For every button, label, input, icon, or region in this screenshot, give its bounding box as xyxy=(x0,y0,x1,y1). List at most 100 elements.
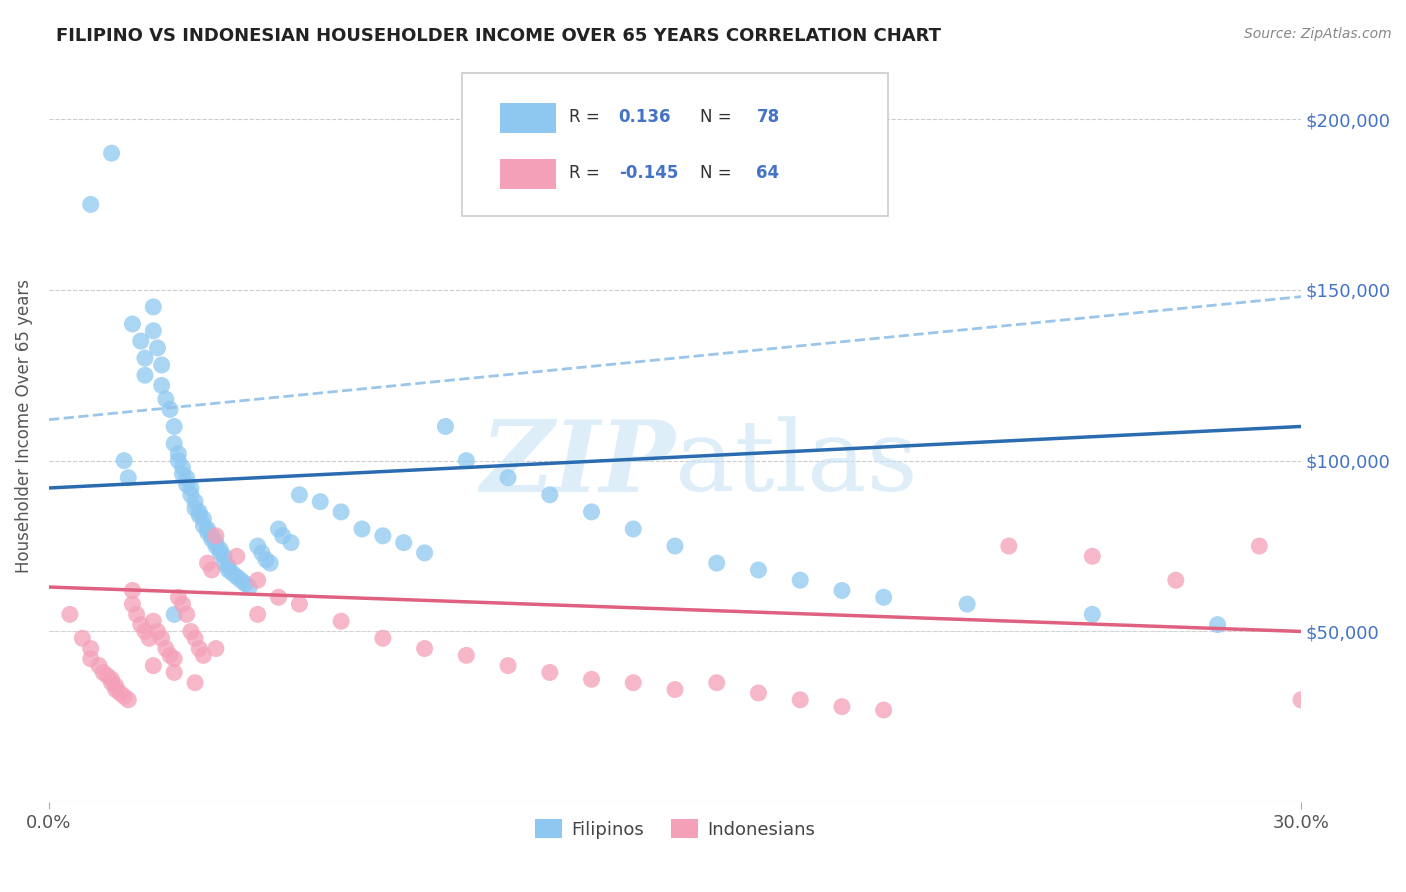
Point xyxy=(456,453,478,467)
Point xyxy=(125,607,148,622)
Point xyxy=(1206,617,1229,632)
Point xyxy=(184,632,207,646)
Point xyxy=(100,675,122,690)
Point xyxy=(176,607,198,622)
Point xyxy=(163,652,186,666)
Point xyxy=(163,419,186,434)
Point xyxy=(80,641,103,656)
Point xyxy=(621,675,644,690)
Point xyxy=(271,529,294,543)
Point xyxy=(91,665,114,680)
Point xyxy=(146,341,169,355)
Text: atlas: atlas xyxy=(675,417,918,512)
Point xyxy=(998,539,1021,553)
Point xyxy=(621,522,644,536)
Point xyxy=(246,539,269,553)
Point xyxy=(104,682,127,697)
Text: R =: R = xyxy=(568,108,605,126)
Point xyxy=(214,549,236,564)
Point xyxy=(72,632,94,646)
Point xyxy=(205,641,228,656)
Point xyxy=(201,532,224,546)
Point xyxy=(96,669,118,683)
Text: R =: R = xyxy=(568,164,605,182)
Point xyxy=(371,529,394,543)
Text: N =: N = xyxy=(700,164,737,182)
Point xyxy=(134,368,156,383)
Point xyxy=(246,573,269,587)
Point xyxy=(176,471,198,485)
Point xyxy=(789,693,811,707)
Point xyxy=(371,632,394,646)
Point xyxy=(496,658,519,673)
Point xyxy=(180,481,202,495)
Point xyxy=(163,665,186,680)
Point xyxy=(155,392,177,406)
Point xyxy=(221,566,243,581)
Point xyxy=(117,471,139,485)
Point xyxy=(197,525,219,540)
Point xyxy=(172,597,194,611)
Point xyxy=(205,539,228,553)
Point xyxy=(205,529,228,543)
Point xyxy=(155,641,177,656)
Point xyxy=(172,467,194,482)
Point xyxy=(205,535,228,549)
Point xyxy=(288,597,311,611)
Point xyxy=(87,658,110,673)
Point xyxy=(217,563,239,577)
Point xyxy=(134,624,156,639)
Point xyxy=(538,488,561,502)
Bar xyxy=(499,103,555,133)
Point xyxy=(193,518,215,533)
Point xyxy=(104,679,127,693)
Point xyxy=(259,556,281,570)
Point xyxy=(134,351,156,366)
Point xyxy=(159,648,181,663)
Point xyxy=(225,549,247,564)
Point xyxy=(1249,539,1271,553)
Point xyxy=(197,556,219,570)
Point xyxy=(581,505,603,519)
Point xyxy=(176,477,198,491)
Text: ZIP: ZIP xyxy=(479,416,675,512)
Point xyxy=(238,580,260,594)
Point xyxy=(209,546,232,560)
Point xyxy=(80,197,103,211)
Bar xyxy=(499,159,555,189)
Text: N =: N = xyxy=(700,108,737,126)
FancyBboxPatch shape xyxy=(463,73,887,216)
Point xyxy=(434,419,457,434)
Point xyxy=(142,614,165,628)
Point xyxy=(831,583,853,598)
Point xyxy=(163,607,186,622)
Point xyxy=(1081,549,1104,564)
Point xyxy=(167,591,190,605)
Point xyxy=(159,402,181,417)
Text: -0.145: -0.145 xyxy=(619,164,678,182)
Point xyxy=(1164,573,1187,587)
Point xyxy=(146,624,169,639)
Point xyxy=(254,552,277,566)
Point xyxy=(267,591,290,605)
Point xyxy=(121,583,143,598)
Point xyxy=(233,576,256,591)
Point xyxy=(956,597,979,611)
Point xyxy=(747,563,769,577)
Point xyxy=(150,378,173,392)
Point xyxy=(108,686,131,700)
Point xyxy=(167,453,190,467)
Point xyxy=(413,641,436,656)
Point xyxy=(581,673,603,687)
Point xyxy=(330,614,353,628)
Point xyxy=(872,591,894,605)
Point xyxy=(413,546,436,560)
Point xyxy=(188,508,211,523)
Point xyxy=(112,690,135,704)
Point xyxy=(193,512,215,526)
Legend: Filipinos, Indonesians: Filipinos, Indonesians xyxy=(527,812,823,846)
Point xyxy=(706,675,728,690)
Point xyxy=(350,522,373,536)
Point xyxy=(121,317,143,331)
Point xyxy=(129,617,152,632)
